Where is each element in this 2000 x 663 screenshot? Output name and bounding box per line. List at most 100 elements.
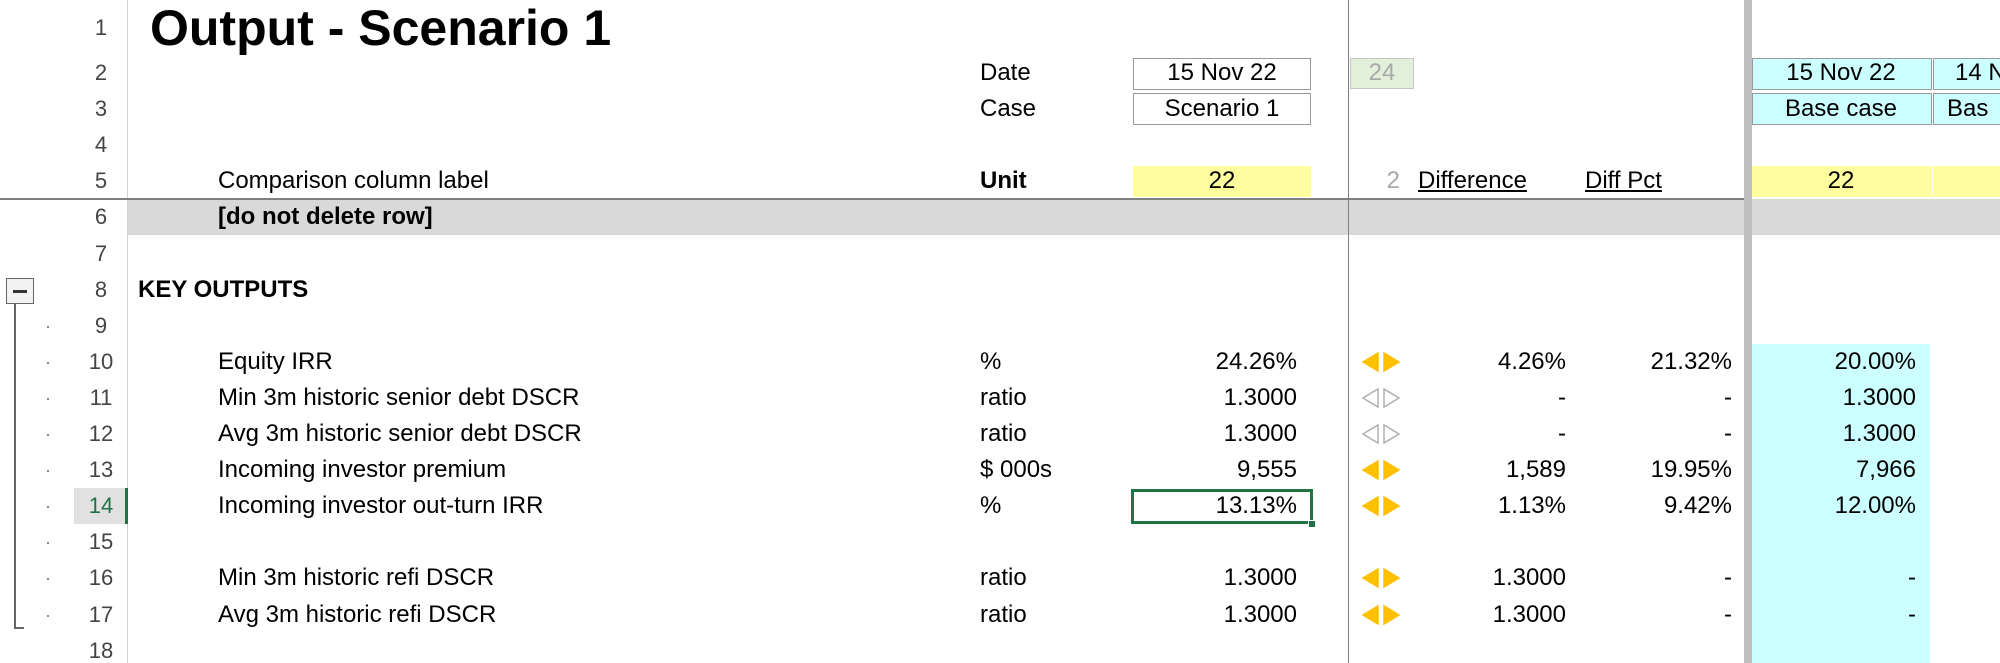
row-number: 5 <box>74 163 128 199</box>
row-value: 1.3000 <box>1133 560 1311 596</box>
cell-text: Date <box>980 59 1031 87</box>
row-difference: 1,589 <box>1410 452 1566 488</box>
row-base: 12.00% <box>1752 488 1930 524</box>
outline-dot <box>47 578 49 581</box>
comparison-offset: 2 <box>1350 163 1400 199</box>
row-diff-pct: - <box>1580 560 1732 596</box>
cell-text: 6 <box>94 204 108 230</box>
cell-text: 1.3000 <box>1223 564 1297 592</box>
cell-text: 20.00% <box>1834 347 1916 375</box>
cell-text: [do not delete row] <box>218 203 433 231</box>
cell-text: 24.26% <box>1215 347 1297 375</box>
section-title: KEY OUTPUTS <box>138 272 738 308</box>
base-comparison-cell <box>1752 166 1932 198</box>
cell-text: 4 <box>94 132 108 158</box>
indicator-filled <box>1361 459 1401 481</box>
row-number: 14 <box>74 488 128 524</box>
separator-text: [do not delete row] <box>218 199 1018 235</box>
arrow <box>1383 459 1401 481</box>
cell-text: Comparison column label <box>218 167 489 195</box>
indicator-filled <box>1361 351 1401 373</box>
base-case: Base case <box>1752 91 1930 127</box>
cell-text: - <box>1724 383 1732 411</box>
row-number: 12 <box>74 416 128 452</box>
outline-dot <box>47 434 49 437</box>
cell-text: 22 <box>1208 167 1236 195</box>
cell-text: 17 <box>88 601 114 627</box>
row-value: 1.3000 <box>1133 416 1311 452</box>
row-value: 9,555 <box>1133 452 1311 488</box>
row-unit: ratio <box>980 380 1130 416</box>
base-date: 15 Nov 22 <box>1752 55 1930 91</box>
row-base: 20.00% <box>1752 344 1930 380</box>
indicator-filled <box>1361 604 1401 625</box>
cell-text: - <box>1724 564 1732 592</box>
cell-text: Base case <box>1784 95 1898 123</box>
arrow <box>1361 423 1379 445</box>
row-number: 15 <box>74 524 128 560</box>
arrow <box>1361 568 1379 589</box>
row-number: 11 <box>74 380 128 416</box>
row-value: 1.3000 <box>1133 597 1311 633</box>
cell-text: 1.3000 <box>1492 564 1566 592</box>
cell-text: 12.00% <box>1834 492 1916 520</box>
cell-text: - <box>1908 600 1916 628</box>
cell-text: 15 Nov 22 <box>1786 59 1896 87</box>
title: Output - Scenario 1 <box>150 0 1050 55</box>
cell-text: KEY OUTPUTS <box>138 275 309 303</box>
cell-text: 2 <box>94 60 108 86</box>
cell-text: 8 <box>94 276 108 302</box>
cell-text: % <box>980 347 1002 375</box>
outline-minus <box>13 289 27 293</box>
row-number: 3 <box>74 91 128 127</box>
row-unit: % <box>980 488 1130 524</box>
row-number: 1 <box>74 0 128 55</box>
cell-text: 15 Nov 22 <box>1167 59 1277 87</box>
separator-band <box>128 199 2000 236</box>
row-unit: ratio <box>980 560 1130 596</box>
outline-foot <box>14 626 24 629</box>
row-value: 1.3000 <box>1133 380 1311 416</box>
selected-row-header <box>74 488 128 525</box>
cell-text: - <box>1558 383 1566 411</box>
row-header-border <box>127 0 128 663</box>
outline-dot <box>47 614 49 617</box>
cell-text: - <box>1724 420 1732 448</box>
cell-text: ratio <box>980 600 1027 628</box>
cell-text: Bas <box>1947 95 1989 123</box>
cell-text: $ 000s <box>980 456 1053 484</box>
thick-divider <box>1744 0 1752 663</box>
comparison-value: 22 <box>1133 163 1311 199</box>
cell-text: 1.3000 <box>1223 383 1297 411</box>
cell-text: Case <box>980 95 1037 123</box>
cell-text: 1.3000 <box>1842 420 1916 448</box>
cell-text: Avg 3m historic refi DSCR <box>218 600 497 628</box>
outline-dot <box>47 470 49 473</box>
row-label: Min 3m historic senior debt DSCR <box>218 380 958 416</box>
outline-line <box>14 303 16 627</box>
row-number: 13 <box>74 452 128 488</box>
indicator-outline <box>1361 387 1401 409</box>
difference-header: Difference <box>1418 163 1558 199</box>
arrow <box>1361 387 1379 409</box>
cell-text: 11 <box>89 384 113 410</box>
cell-text: 1.3000 <box>1223 600 1297 628</box>
offset-value: 24 <box>1350 55 1414 91</box>
cell-text: 3 <box>94 96 108 122</box>
cell-text: 4.26% <box>1497 347 1566 375</box>
cell-text: 2 <box>1386 167 1400 195</box>
indicator-filled <box>1361 495 1401 517</box>
row-label: Incoming investor out-turn IRR <box>218 488 958 524</box>
row-number: 17 <box>74 597 128 633</box>
row-value: 13.13% <box>1133 488 1311 524</box>
outline-dot <box>47 542 49 545</box>
cell-text: 13.13% <box>1215 492 1297 520</box>
cell-text: ratio <box>980 383 1027 411</box>
unit-label: Unit <box>980 163 1130 199</box>
row-unit: ratio <box>980 597 1130 633</box>
row-base: 7,966 <box>1752 452 1930 488</box>
row-number: 9 <box>74 308 128 344</box>
row-difference: 1.3000 <box>1410 560 1566 596</box>
row-number: 16 <box>74 560 128 596</box>
arrow <box>1383 568 1401 589</box>
